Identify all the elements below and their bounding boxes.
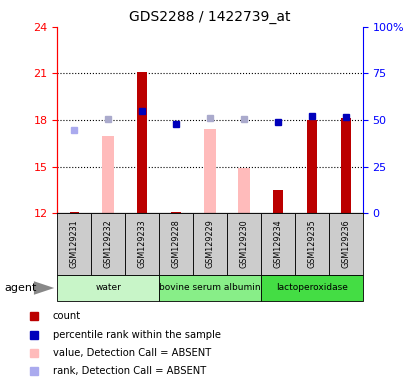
Bar — [159, 213, 193, 275]
Text: rank, Detection Call = ABSENT: rank, Detection Call = ABSENT — [52, 366, 205, 376]
Text: GSM129233: GSM129233 — [137, 220, 146, 268]
Text: GSM129231: GSM129231 — [70, 220, 79, 268]
Bar — [306, 120, 316, 213]
Bar — [204, 129, 216, 213]
Text: GSM129229: GSM129229 — [205, 219, 214, 268]
Bar — [137, 72, 147, 213]
Text: value, Detection Call = ABSENT: value, Detection Call = ABSENT — [52, 348, 210, 358]
Bar — [328, 213, 362, 275]
Bar — [238, 168, 249, 213]
Title: GDS2288 / 1422739_at: GDS2288 / 1422739_at — [129, 10, 290, 25]
Bar — [102, 136, 114, 213]
Text: GSM129228: GSM129228 — [171, 220, 180, 268]
Bar — [193, 213, 227, 275]
Text: water: water — [95, 283, 121, 293]
Text: GSM129236: GSM129236 — [341, 220, 350, 268]
Bar — [91, 213, 125, 275]
Bar — [57, 213, 91, 275]
Text: GSM129232: GSM129232 — [103, 220, 112, 268]
Text: count: count — [52, 311, 81, 321]
Bar — [57, 275, 159, 301]
Bar — [261, 275, 362, 301]
Bar — [70, 212, 79, 213]
Text: GSM129235: GSM129235 — [307, 220, 316, 268]
Text: bovine serum albumin: bovine serum albumin — [159, 283, 260, 293]
Bar — [340, 118, 350, 213]
Bar — [272, 190, 282, 213]
Bar — [294, 213, 328, 275]
Text: percentile rank within the sample: percentile rank within the sample — [52, 329, 220, 339]
Polygon shape — [34, 281, 54, 295]
Bar — [261, 213, 294, 275]
Bar — [227, 213, 261, 275]
Text: GSM129230: GSM129230 — [239, 220, 248, 268]
Bar — [125, 213, 159, 275]
Text: agent: agent — [4, 283, 36, 293]
Bar — [159, 275, 261, 301]
Text: GSM129234: GSM129234 — [273, 220, 282, 268]
Text: lactoperoxidase: lactoperoxidase — [275, 283, 347, 293]
Bar — [171, 212, 180, 213]
